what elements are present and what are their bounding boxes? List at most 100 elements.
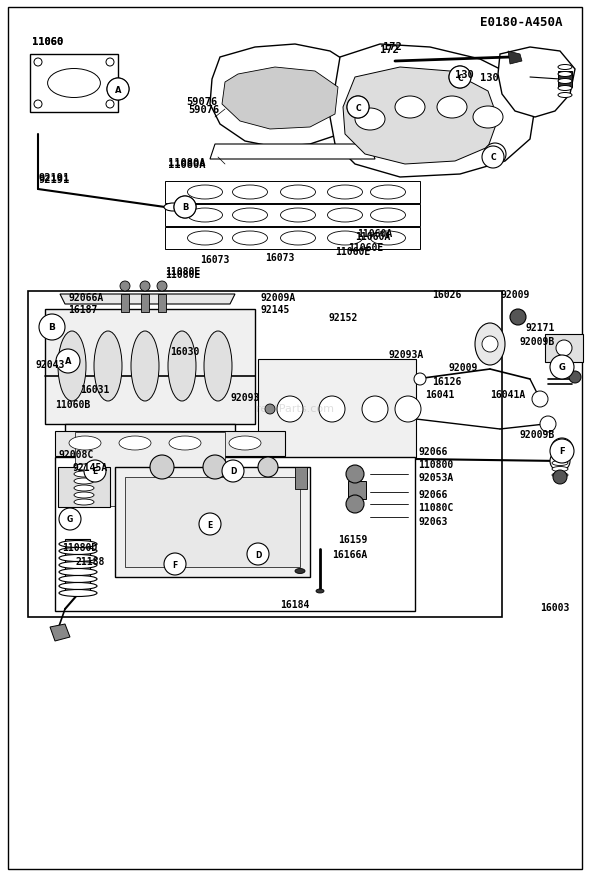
- Text: 11080A: 11080A: [168, 160, 205, 170]
- Text: F: F: [172, 560, 178, 569]
- Ellipse shape: [59, 576, 97, 583]
- Ellipse shape: [295, 569, 305, 574]
- Ellipse shape: [232, 186, 267, 200]
- Ellipse shape: [74, 465, 94, 470]
- Ellipse shape: [232, 209, 267, 223]
- Text: 92066: 92066: [418, 446, 447, 457]
- Ellipse shape: [327, 186, 362, 200]
- Text: 59076: 59076: [186, 96, 217, 107]
- Text: 92009A: 92009A: [260, 293, 295, 303]
- Bar: [55, 458, 415, 611]
- Ellipse shape: [280, 186, 316, 200]
- Circle shape: [346, 496, 364, 513]
- Ellipse shape: [59, 555, 97, 562]
- Circle shape: [362, 396, 388, 423]
- Ellipse shape: [48, 69, 100, 98]
- Ellipse shape: [188, 209, 222, 223]
- Bar: [121, 295, 129, 312]
- Text: 21188: 21188: [75, 556, 104, 567]
- Circle shape: [199, 513, 221, 535]
- Ellipse shape: [280, 232, 316, 246]
- Circle shape: [247, 544, 269, 566]
- Circle shape: [449, 67, 471, 89]
- Circle shape: [347, 96, 369, 119]
- Text: E0180-A450A: E0180-A450A: [480, 16, 562, 28]
- Circle shape: [34, 59, 42, 67]
- Text: 172: 172: [383, 42, 402, 52]
- Circle shape: [482, 146, 504, 168]
- Text: 130: 130: [480, 73, 499, 83]
- Text: 16126: 16126: [432, 376, 461, 387]
- Circle shape: [346, 466, 364, 483]
- Ellipse shape: [316, 589, 324, 594]
- Text: 16041A: 16041A: [490, 389, 525, 400]
- Bar: [65, 539, 90, 595]
- Bar: [75, 432, 225, 506]
- Text: 59076: 59076: [188, 105, 219, 115]
- Polygon shape: [498, 48, 575, 118]
- Text: 16031: 16031: [80, 384, 109, 395]
- Ellipse shape: [552, 461, 568, 466]
- Ellipse shape: [558, 66, 572, 70]
- Ellipse shape: [119, 437, 151, 451]
- Ellipse shape: [232, 232, 267, 246]
- Bar: [28, 292, 502, 617]
- Ellipse shape: [552, 455, 568, 460]
- Circle shape: [484, 144, 506, 166]
- Ellipse shape: [94, 332, 122, 402]
- Text: E: E: [207, 520, 212, 529]
- Circle shape: [164, 553, 186, 575]
- Text: 92063: 92063: [418, 517, 447, 526]
- Text: 16159: 16159: [338, 534, 368, 545]
- Circle shape: [107, 79, 129, 101]
- Bar: [158, 295, 166, 312]
- Text: G: G: [559, 363, 565, 372]
- Circle shape: [174, 196, 196, 218]
- Ellipse shape: [558, 87, 572, 91]
- Circle shape: [84, 460, 106, 482]
- Bar: [545, 335, 583, 362]
- Text: 11080E: 11080E: [165, 267, 200, 276]
- Text: A: A: [114, 85, 122, 95]
- Text: 11080E: 11080E: [165, 270, 200, 280]
- Ellipse shape: [552, 467, 568, 472]
- Ellipse shape: [188, 186, 222, 200]
- Circle shape: [106, 59, 114, 67]
- Text: G: G: [67, 515, 73, 524]
- Circle shape: [550, 452, 570, 472]
- Text: B: B: [182, 203, 188, 212]
- Ellipse shape: [188, 232, 222, 246]
- Circle shape: [106, 101, 114, 109]
- Ellipse shape: [280, 209, 316, 223]
- Circle shape: [222, 460, 244, 482]
- Ellipse shape: [558, 93, 572, 98]
- Text: 11060A: 11060A: [357, 229, 392, 239]
- Text: 16041: 16041: [425, 389, 454, 400]
- Polygon shape: [60, 295, 235, 304]
- Text: rentParts.com: rentParts.com: [256, 403, 334, 414]
- Text: 11080C: 11080C: [418, 503, 453, 512]
- Text: 92053A: 92053A: [418, 473, 453, 482]
- Circle shape: [550, 355, 574, 380]
- Bar: [58, 467, 110, 508]
- Text: 11080D: 11080D: [62, 542, 97, 553]
- Circle shape: [174, 196, 196, 218]
- Circle shape: [414, 374, 426, 386]
- Ellipse shape: [558, 80, 572, 84]
- Bar: [295, 467, 307, 489]
- Ellipse shape: [69, 437, 101, 451]
- Text: 92009B: 92009B: [520, 430, 555, 439]
- Circle shape: [120, 282, 130, 292]
- Circle shape: [347, 96, 369, 119]
- Circle shape: [550, 439, 574, 463]
- Bar: [141, 295, 149, 312]
- Text: 11060B: 11060B: [55, 400, 90, 410]
- Text: 16003: 16003: [540, 602, 569, 612]
- Text: E: E: [93, 467, 97, 476]
- Circle shape: [556, 340, 572, 357]
- Ellipse shape: [58, 332, 86, 402]
- Bar: [165, 182, 420, 203]
- Bar: [45, 310, 255, 424]
- Text: 130: 130: [455, 70, 474, 80]
- Circle shape: [277, 396, 303, 423]
